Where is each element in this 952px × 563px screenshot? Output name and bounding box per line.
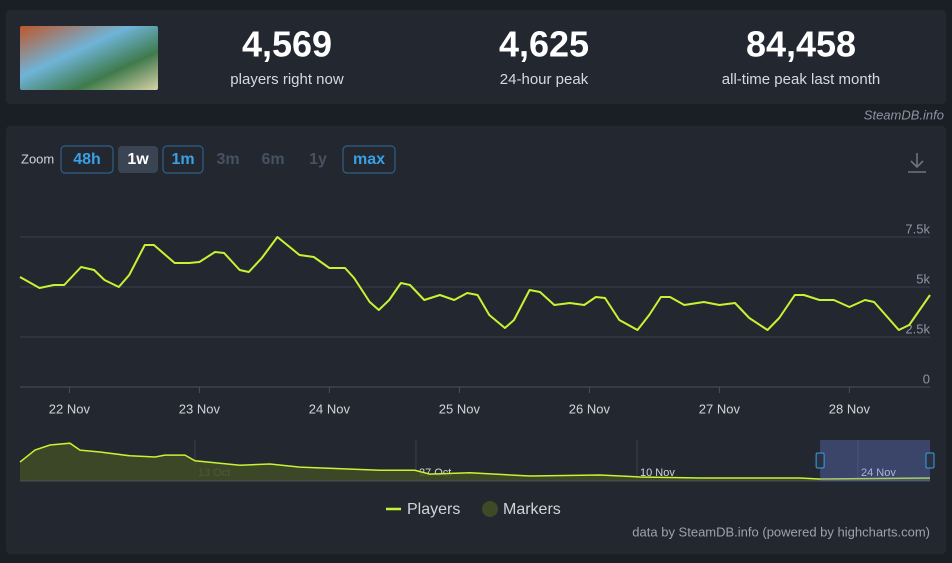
- stat-value: 4,569: [242, 24, 332, 65]
- navigator-handle[interactable]: [815, 452, 825, 469]
- zoom-button-label: 6m: [261, 151, 284, 168]
- x-tick-label: 22 Nov: [49, 401, 91, 416]
- y-tick-label: 2.5k: [905, 321, 930, 336]
- zoom-button-label: 48h: [73, 151, 101, 168]
- x-tick-label: 28 Nov: [829, 401, 871, 416]
- y-tick-label: 7.5k: [905, 221, 930, 236]
- zoom-button-label: 1w: [127, 151, 149, 168]
- series-line: [19, 236, 931, 331]
- zoom-button[interactable]: [342, 145, 396, 174]
- credit[interactable]: SteamDB.info: [864, 107, 944, 122]
- zoom-label: Zoom: [21, 151, 54, 166]
- stat-label: players right now: [230, 71, 344, 88]
- legend-label[interactable]: Markers: [503, 501, 561, 518]
- navigator-area: [20, 443, 930, 481]
- navigator-selection[interactable]: [820, 440, 930, 481]
- x-tick-label: 24 Nov: [309, 401, 351, 416]
- zoom-button-label: 1m: [171, 151, 194, 168]
- y-tick-label: 5k: [916, 271, 930, 286]
- x-tick-label: 25 Nov: [439, 401, 481, 416]
- navigator-line: [19, 442, 931, 480]
- x-tick-label: 26 Nov: [569, 401, 611, 416]
- zoom-button-label: 1y: [309, 151, 327, 168]
- zoom-buttons: 48h 1w 1m 3m 6m 1y max: [60, 145, 396, 174]
- stats-panel: [6, 10, 946, 104]
- navigator-tick-label: 24 Nov: [861, 467, 896, 479]
- x-tick-label: 23 Nov: [179, 401, 221, 416]
- navigator-tick-label: 10 Nov: [640, 467, 675, 479]
- navigator-handle[interactable]: [925, 452, 935, 469]
- zoom-button-label: max: [353, 151, 385, 168]
- download-icon[interactable]: [908, 153, 926, 173]
- zoom-button[interactable]: [118, 146, 158, 173]
- y-tick-label: 0: [923, 371, 930, 386]
- chart-panel: [6, 126, 946, 554]
- footer[interactable]: data by SteamDB.info (powered by highcha…: [632, 524, 930, 539]
- stat-value: 84,458: [746, 24, 856, 65]
- zoom-button-label: 3m: [216, 151, 239, 168]
- zoom-button[interactable]: [60, 145, 114, 174]
- stat-value: 4,625: [499, 24, 589, 65]
- legend-label[interactable]: Players: [407, 501, 460, 518]
- stat-label: all-time peak last month: [722, 71, 880, 88]
- x-tick-label: 27 Nov: [699, 401, 741, 416]
- stat-label: 24-hour peak: [500, 71, 589, 88]
- game-thumbnail[interactable]: [20, 26, 158, 90]
- legend-symbol: [482, 501, 498, 517]
- zoom-button[interactable]: [162, 145, 204, 174]
